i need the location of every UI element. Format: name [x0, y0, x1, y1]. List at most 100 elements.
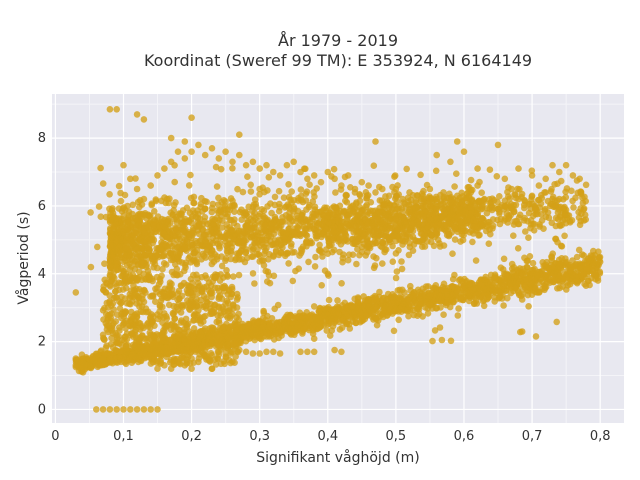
- data-point: [223, 229, 231, 237]
- data-point: [180, 228, 187, 236]
- data-point: [106, 292, 113, 299]
- data-point: [129, 297, 136, 305]
- data-point: [461, 208, 469, 216]
- data-point: [133, 310, 141, 317]
- data-point: [358, 301, 365, 308]
- data-point: [355, 223, 362, 231]
- data-point: [223, 247, 231, 255]
- data-point: [271, 201, 279, 209]
- data-point: [378, 226, 386, 233]
- data-point: [128, 359, 136, 367]
- data-point: [215, 293, 223, 301]
- data-point: [455, 305, 462, 312]
- data-point: [586, 281, 593, 289]
- data-point: [179, 242, 186, 249]
- data-point: [146, 350, 154, 358]
- data-point: [290, 208, 297, 215]
- data-point: [542, 261, 550, 269]
- data-point: [209, 200, 217, 208]
- data-point: [445, 217, 452, 225]
- data-point: [595, 248, 602, 255]
- data-point: [241, 237, 248, 244]
- data-point: [343, 199, 351, 206]
- data-point: [169, 309, 177, 317]
- data-point: [198, 194, 205, 202]
- data-point: [482, 276, 489, 284]
- data-point: [251, 196, 259, 203]
- data-point: [178, 292, 186, 300]
- data-point: [260, 215, 268, 223]
- data-point: [183, 238, 191, 245]
- data-point: [409, 295, 417, 302]
- data-point: [556, 263, 563, 271]
- data-point: [230, 273, 237, 280]
- data-point: [173, 271, 181, 279]
- data-point: [372, 303, 380, 311]
- data-point: [541, 207, 549, 214]
- data-point: [224, 299, 232, 307]
- data-point: [302, 197, 310, 204]
- data-point: [381, 218, 389, 226]
- data-point: [145, 308, 152, 316]
- data-point: [147, 360, 155, 367]
- data-point: [165, 199, 172, 207]
- data-point: [427, 232, 435, 240]
- data-point: [494, 205, 502, 213]
- data-point: [117, 197, 125, 205]
- data-point: [266, 322, 273, 330]
- data-point: [224, 210, 231, 218]
- data-point: [118, 299, 125, 306]
- data-point: [329, 322, 337, 330]
- data-point: [154, 213, 162, 220]
- data-point: [242, 211, 250, 218]
- data-point: [249, 253, 257, 260]
- data-point: [182, 264, 189, 271]
- data-point: [536, 221, 543, 228]
- data-point: [440, 311, 447, 319]
- data-point: [229, 233, 237, 240]
- data-point: [330, 229, 338, 236]
- data-point: [491, 276, 499, 284]
- data-point: [313, 185, 321, 192]
- data-point: [494, 198, 501, 206]
- data-point: [256, 258, 264, 265]
- data-point: [424, 224, 432, 231]
- data-point: [394, 287, 402, 294]
- data-point: [118, 314, 125, 322]
- data-point: [496, 193, 503, 200]
- data-point: [256, 210, 264, 218]
- data-point: [123, 224, 131, 232]
- data-point: [461, 275, 468, 283]
- data-point: [405, 198, 412, 205]
- data-point: [586, 257, 594, 265]
- data-point: [540, 225, 547, 232]
- data-point: [208, 251, 215, 258]
- data-point: [343, 305, 351, 312]
- data-point: [167, 343, 174, 350]
- data-point: [303, 239, 311, 246]
- data-point: [379, 238, 387, 246]
- data-point: [106, 273, 114, 281]
- data-point: [352, 240, 360, 248]
- data-point: [427, 216, 434, 224]
- data-point: [580, 205, 588, 212]
- data-point: [318, 282, 326, 289]
- data-point: [255, 324, 263, 332]
- data-point: [310, 303, 318, 310]
- data-point: [228, 227, 236, 235]
- data-point: [195, 230, 203, 238]
- data-point: [228, 283, 236, 291]
- data-point: [353, 307, 361, 314]
- data-point: [136, 299, 143, 306]
- data-point: [527, 270, 534, 278]
- data-point: [574, 189, 581, 197]
- data-point: [132, 245, 139, 253]
- data-point: [213, 183, 221, 190]
- data-point: [232, 327, 240, 335]
- data-point: [479, 215, 486, 222]
- data-point: [123, 300, 131, 307]
- data-point: [177, 282, 185, 289]
- data-point: [146, 212, 153, 220]
- data-point: [432, 228, 440, 236]
- data-point: [234, 185, 241, 193]
